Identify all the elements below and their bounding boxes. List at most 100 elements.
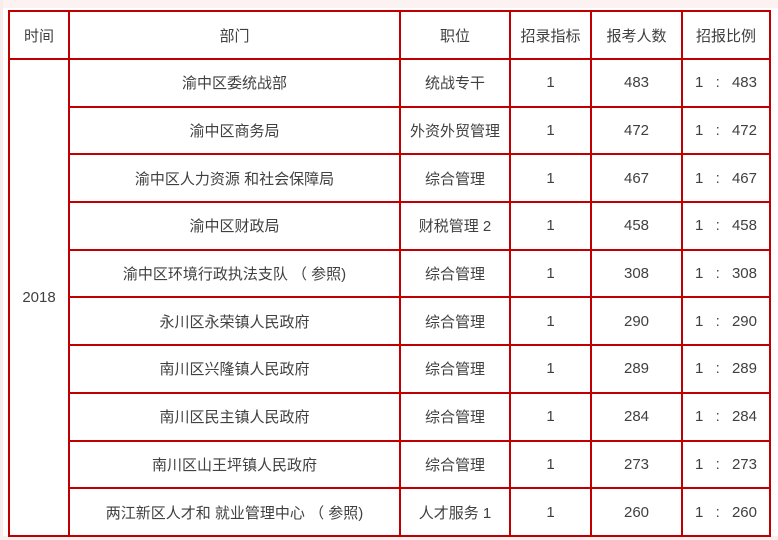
table-row: 南川区兴隆镇人民政府 综合管理 1 289 1:289 — [9, 344, 771, 394]
table-row: 渝中区环境行政执法支队 （ 参照) 综合管理 1 308 1:308 — [9, 248, 771, 299]
applicants-cell: 273 — [590, 439, 683, 490]
table-row: 渝中区人力资源 和社会保障局 综合管理 1 467 1:467 — [9, 153, 771, 204]
ratio-cell: 1:467 — [681, 153, 771, 204]
department-cell: 南川区山王坪镇人民政府 — [68, 439, 401, 490]
table-row: 渝中区商务局 外资外贸管理 1 472 1:472 — [9, 105, 771, 156]
applicants-cell: 289 — [590, 344, 683, 394]
department-cell: 渝中区环境行政执法支队 （ 参照) — [68, 248, 401, 299]
page-edge-bottom — [0, 536, 778, 540]
ratio-cell: 1:458 — [681, 201, 771, 251]
applicants-cell: 467 — [590, 153, 683, 204]
ratio-cell: 1:290 — [681, 296, 771, 347]
ratio-quota: 1 — [695, 360, 704, 378]
header-applicants: 报考人数 — [590, 10, 683, 60]
quota-cell: 1 — [509, 248, 592, 299]
ratio-separator: : — [715, 312, 720, 330]
applicants-cell: 458 — [590, 201, 683, 251]
quota-cell: 1 — [509, 201, 592, 251]
position-cell: 统战专干 — [399, 58, 511, 108]
table-row: 永川区永荣镇人民政府 综合管理 1 290 1:290 — [9, 296, 771, 347]
department-cell: 渝中区人力资源 和社会保障局 — [68, 153, 401, 204]
applicants-cell: 472 — [590, 105, 683, 156]
ratio-applicants: 308 — [731, 265, 757, 283]
header-ratio: 招报比例 — [681, 10, 771, 60]
page-edge-left — [0, 0, 3, 540]
header-position: 职位 — [399, 10, 511, 60]
ratio-applicants: 260 — [731, 503, 757, 521]
ratio-quota: 1 — [695, 503, 704, 521]
ratio-quota: 1 — [695, 455, 704, 473]
position-cell: 综合管理 — [399, 439, 511, 490]
department-cell: 南川区民主镇人民政府 — [68, 391, 401, 442]
ratio-quota: 1 — [695, 74, 704, 92]
position-cell: 综合管理 — [399, 344, 511, 394]
ratio-cell: 1:260 — [681, 487, 771, 537]
applicants-cell: 290 — [590, 296, 683, 347]
table-row: 2018 渝中区委统战部 统战专干 1 483 1:483 — [8, 58, 771, 537]
recruitment-table: 时间 部门 职位 招录指标 报考人数 招报比例 2018 渝中区委统战部 统战专干 1… — [8, 10, 771, 537]
table-row: 南川区民主镇人民政府 综合管理 1 284 1:284 — [9, 391, 771, 442]
ratio-applicants: 284 — [731, 408, 757, 426]
ratio-cell: 1:483 — [681, 58, 771, 108]
position-cell: 外资外贸管理 — [399, 105, 511, 156]
ratio-cell: 1:472 — [681, 105, 771, 156]
quota-cell: 1 — [509, 391, 592, 442]
table-body: 2018 渝中区委统战部 统战专干 1 483 1:483 渝中区商务局 外资外贸管理 1 472… — [8, 58, 771, 537]
applicants-cell: 483 — [590, 58, 683, 108]
quota-cell: 1 — [509, 439, 592, 490]
header-quota: 招录指标 — [509, 10, 592, 60]
ratio-quota: 1 — [695, 265, 704, 283]
table-row: 南川区山王坪镇人民政府 综合管理 1 273 1:273 — [9, 439, 771, 490]
ratio-applicants: 483 — [731, 74, 757, 92]
ratio-applicants: 467 — [731, 169, 757, 187]
ratio-applicants: 290 — [731, 312, 757, 330]
header-time: 时间 — [8, 10, 70, 60]
table-row: 两江新区人才和 就业管理中心 （ 参照) 人才服务 1 1 260 1:260 — [9, 487, 771, 537]
ratio-separator: : — [715, 455, 720, 473]
ratio-quota: 1 — [695, 312, 704, 330]
header-department: 部门 — [68, 10, 401, 60]
position-cell: 综合管理 — [399, 296, 511, 347]
ratio-separator: : — [715, 169, 720, 187]
header-row: 时间 部门 职位 招录指标 报考人数 招报比例 — [8, 10, 771, 60]
ratio-applicants: 472 — [731, 122, 757, 140]
department-cell: 永川区永荣镇人民政府 — [68, 296, 401, 347]
page-edge-top — [0, 0, 778, 8]
department-cell: 渝中区商务局 — [68, 105, 401, 156]
applicants-cell: 308 — [590, 248, 683, 299]
ratio-cell: 1:308 — [681, 248, 771, 299]
quota-cell: 1 — [509, 105, 592, 156]
quota-cell: 1 — [509, 487, 592, 537]
applicants-cell: 284 — [590, 391, 683, 442]
ratio-separator: : — [715, 74, 720, 92]
quota-cell: 1 — [509, 153, 592, 204]
ratio-quota: 1 — [695, 217, 704, 235]
position-cell: 综合管理 — [399, 153, 511, 204]
ratio-quota: 1 — [695, 122, 704, 140]
ratio-separator: : — [715, 503, 720, 521]
ratio-separator: : — [715, 217, 720, 235]
quota-cell: 1 — [509, 296, 592, 347]
quota-cell: 1 — [509, 58, 592, 108]
applicants-cell: 260 — [590, 487, 683, 537]
ratio-applicants: 458 — [731, 217, 757, 235]
position-cell: 综合管理 — [399, 248, 511, 299]
quota-cell: 1 — [509, 344, 592, 394]
ratio-quota: 1 — [695, 408, 704, 426]
ratio-cell: 1:284 — [681, 391, 771, 442]
department-cell: 两江新区人才和 就业管理中心 （ 参照) — [68, 487, 401, 537]
department-cell: 渝中区财政局 — [68, 201, 401, 251]
table-row: 渝中区财政局 财税管理 2 1 458 1:458 — [9, 201, 771, 251]
ratio-separator: : — [715, 360, 720, 378]
year-cell: 2018 — [8, 58, 70, 537]
position-cell: 综合管理 — [399, 391, 511, 442]
ratio-cell: 1:289 — [681, 344, 771, 394]
ratio-cell: 1:273 — [681, 439, 771, 490]
department-cell: 渝中区委统战部 — [68, 58, 401, 108]
department-cell: 南川区兴隆镇人民政府 — [68, 344, 401, 394]
ratio-applicants: 289 — [731, 360, 757, 378]
ratio-quota: 1 — [695, 169, 704, 187]
ratio-separator: : — [715, 122, 720, 140]
position-cell: 财税管理 2 — [399, 201, 511, 251]
